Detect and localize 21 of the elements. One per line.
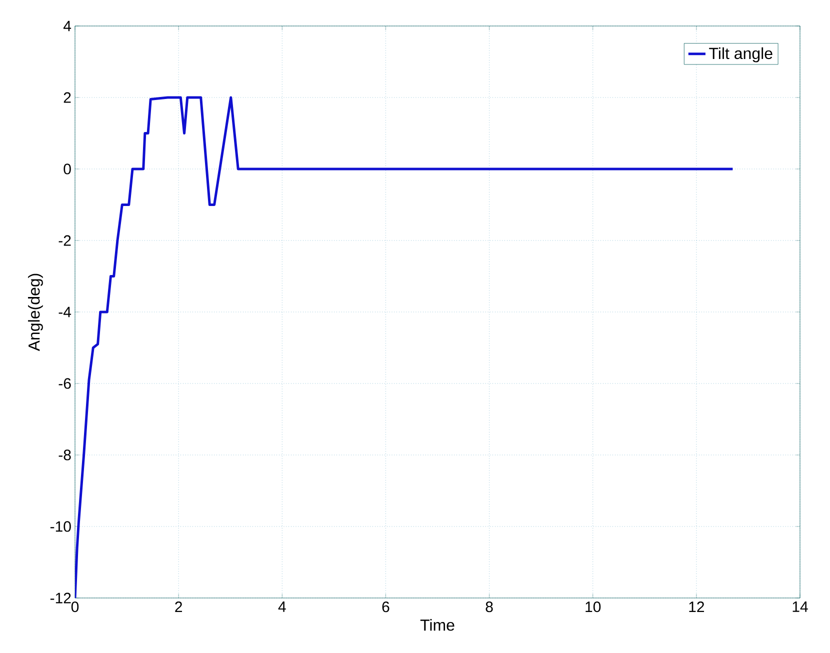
y-tick-label: -6: [58, 378, 71, 389]
y-tick-label: -8: [58, 450, 71, 460]
x-tick-label: 8: [486, 602, 493, 612]
y-axis-title: Angle(deg): [28, 274, 43, 352]
x-tick-label: 6: [382, 602, 390, 612]
x-tick-label: 0: [71, 602, 79, 612]
line-series: [75, 96, 734, 598]
y-tick-label: -4: [58, 306, 72, 318]
x-axis-title: Time: [420, 619, 454, 631]
y-tick-label: -10: [50, 521, 71, 532]
y-tick-label: 4: [63, 20, 72, 32]
x-tick-label: 4: [278, 602, 286, 612]
y-tick-label: -12: [50, 592, 71, 604]
x-tick-label: 2: [175, 602, 182, 612]
y-tick-label: 2: [64, 92, 71, 103]
x-tick-label: 10: [586, 602, 601, 612]
legend-label: Tilt angle: [709, 47, 772, 62]
y-tick-label: -2: [58, 235, 71, 246]
y-tick-label: 0: [64, 164, 71, 174]
x-tick-label: 14: [792, 602, 808, 612]
x-tick-label: 12: [689, 602, 704, 612]
